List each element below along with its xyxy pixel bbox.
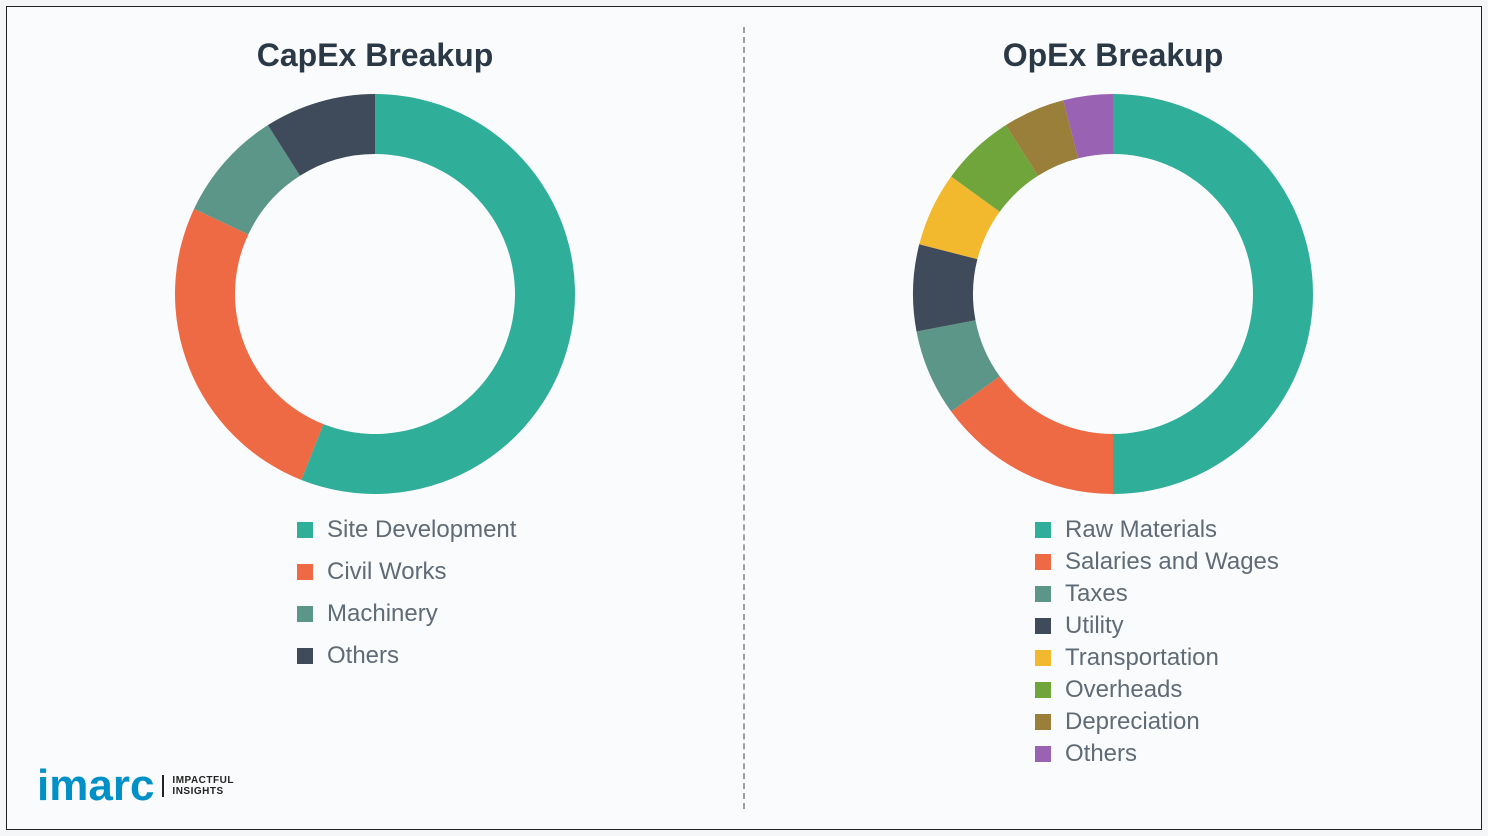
legend-label: Site Development — [327, 516, 516, 544]
capex-donut — [165, 84, 585, 504]
donut-slice — [1113, 94, 1313, 494]
brand-logo: imarc IMPACTFUL INSIGHTS — [37, 761, 234, 811]
legend-label: Machinery — [327, 600, 438, 628]
legend-item: Utility — [1035, 612, 1461, 640]
logo-tag-line1: IMPACTFUL — [172, 775, 234, 786]
opex-donut-wrap — [765, 84, 1461, 504]
legend-item: Transportation — [1035, 644, 1461, 672]
legend-item: Depreciation — [1035, 708, 1461, 736]
legend-swatch — [1035, 682, 1051, 698]
legend-swatch — [1035, 618, 1051, 634]
legend-swatch — [1035, 586, 1051, 602]
legend-item: Others — [1035, 740, 1461, 768]
legend-label: Transportation — [1065, 644, 1219, 672]
opex-legend: Raw Materials Salaries and Wages Taxes Util… — [1035, 516, 1461, 768]
legend-label: Taxes — [1065, 580, 1128, 608]
logo-tagline: IMPACTFUL INSIGHTS — [162, 775, 234, 797]
legend-label: Others — [327, 642, 399, 670]
legend-label: Civil Works — [327, 558, 447, 586]
opex-title: OpEx Breakup — [765, 37, 1461, 74]
legend-item: Civil Works — [297, 558, 723, 586]
legend-item: Others — [297, 642, 723, 670]
legend-item: Raw Materials — [1035, 516, 1461, 544]
donut-slice — [175, 209, 323, 480]
legend-label: Raw Materials — [1065, 516, 1217, 544]
legend-swatch — [1035, 522, 1051, 538]
legend-swatch — [1035, 650, 1051, 666]
logo-tag-line2: INSIGHTS — [172, 786, 223, 797]
logo-word: imarc — [37, 761, 154, 811]
legend-label: Overheads — [1065, 676, 1182, 704]
capex-legend: Site Development Civil Works Machinery Othe… — [297, 516, 723, 670]
legend-swatch — [297, 522, 313, 538]
opex-panel: OpEx Breakup Raw Materials Salaries and W… — [745, 7, 1481, 829]
donut-slice — [913, 244, 977, 331]
legend-swatch — [1035, 746, 1051, 762]
legend-label: Salaries and Wages — [1065, 548, 1279, 576]
donut-slice — [951, 376, 1113, 494]
legend-swatch — [297, 606, 313, 622]
panels-row: CapEx Breakup Site Development Civil Work… — [7, 7, 1481, 829]
legend-label: Utility — [1065, 612, 1124, 640]
legend-swatch — [297, 648, 313, 664]
capex-panel: CapEx Breakup Site Development Civil Work… — [7, 7, 743, 829]
legend-swatch — [1035, 554, 1051, 570]
chart-frame: CapEx Breakup Site Development Civil Work… — [6, 6, 1482, 830]
capex-donut-wrap — [27, 84, 723, 504]
legend-swatch — [1035, 714, 1051, 730]
legend-label: Depreciation — [1065, 708, 1200, 736]
legend-item: Taxes — [1035, 580, 1461, 608]
legend-item: Salaries and Wages — [1035, 548, 1461, 576]
legend-item: Machinery — [297, 600, 723, 628]
legend-item: Site Development — [297, 516, 723, 544]
legend-item: Overheads — [1035, 676, 1461, 704]
legend-swatch — [297, 564, 313, 580]
opex-donut — [903, 84, 1323, 504]
legend-label: Others — [1065, 740, 1137, 768]
capex-title: CapEx Breakup — [27, 37, 723, 74]
